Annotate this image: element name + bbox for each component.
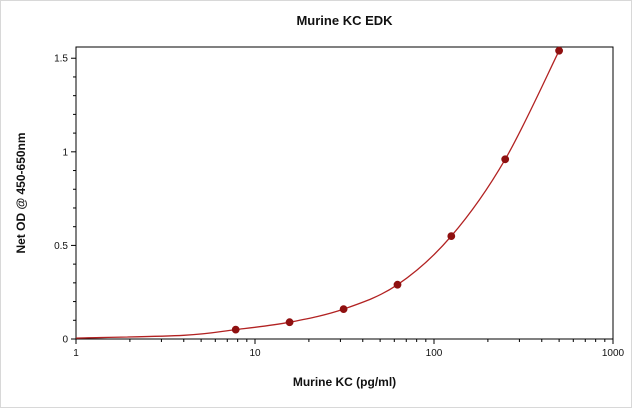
data-point	[555, 46, 563, 55]
data-point	[501, 155, 510, 164]
y-tick-label: 0	[62, 335, 68, 346]
y-tick-label: 1	[62, 147, 68, 158]
y-tick-label: 0.5	[54, 241, 68, 252]
chart-title: Murine KC EDK	[296, 13, 393, 28]
x-axis-label: Murine KC (pg/ml)	[292, 375, 397, 389]
standard-curve-line	[75, 50, 560, 339]
data-point	[339, 305, 348, 314]
plot-border	[75, 46, 614, 340]
x-tick-label: 100	[426, 348, 443, 359]
data-point	[231, 325, 240, 334]
x-tick-label: 1	[73, 348, 79, 359]
x-tick-label: 10	[249, 348, 261, 359]
data-point	[393, 280, 402, 289]
x-tick-label: 1000	[602, 348, 625, 359]
y-tick-label: 1.5	[54, 54, 68, 65]
data-point	[285, 318, 294, 327]
data-point	[447, 232, 456, 241]
